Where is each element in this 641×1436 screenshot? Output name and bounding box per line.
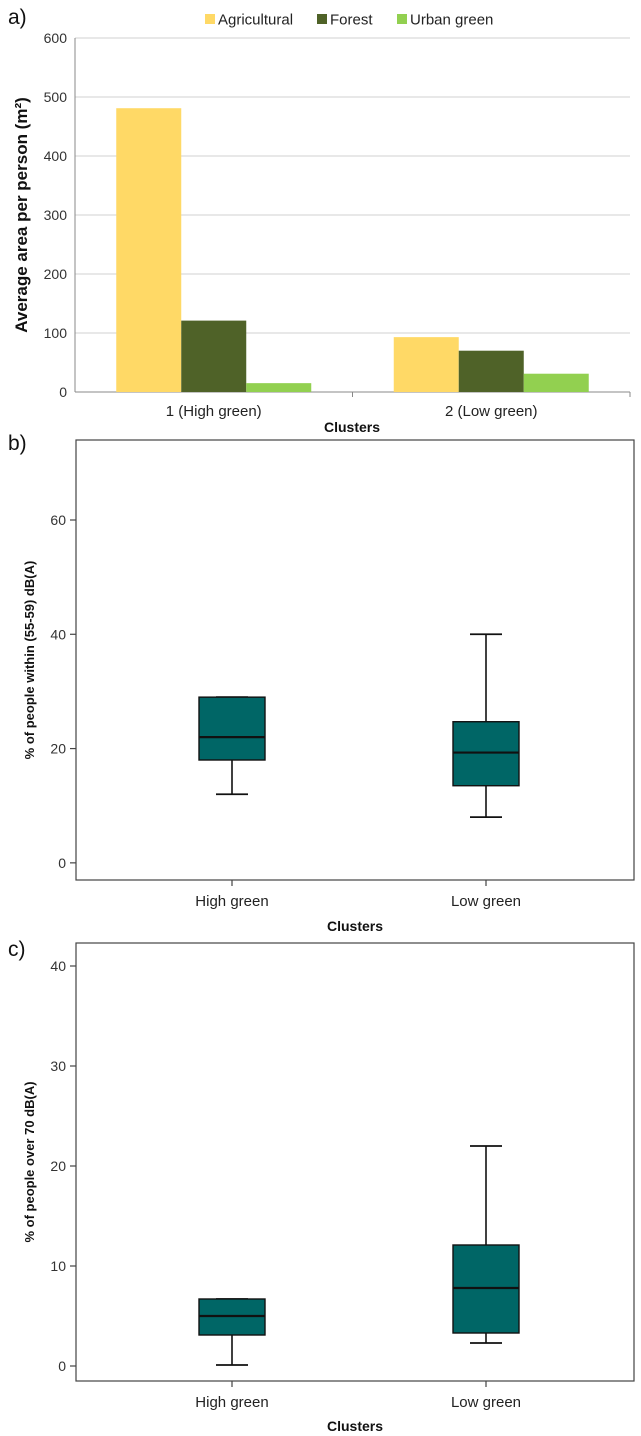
y-tick-label-4: 40 — [50, 958, 66, 974]
y-axis-label-a: Average area per person (m²) — [12, 97, 31, 333]
y-tick-label-2: 40 — [50, 626, 66, 642]
box-plot-c-svg: c) 0 10 20 30 40 High green Low green Clusters % … — [8, 940, 635, 1434]
x-axis-title: Clusters — [327, 1418, 383, 1434]
y-tick-label-4: 400 — [44, 148, 68, 164]
y-tick-label-0: 0 — [59, 384, 67, 400]
plot-frame — [75, 439, 635, 881]
y-tick-label-3: 300 — [44, 207, 68, 223]
x-category-label-0: 1 (High green) — [166, 403, 262, 420]
box-plot-panel-b: Clusters b) 0 20 40 60 High green Low green Clus… — [0, 420, 641, 940]
box-low-green — [452, 721, 520, 787]
y-tick-label-1: 20 — [50, 741, 66, 757]
bar-chart-a-svg: a) Agricultural Forest Urban green 0 100 200 30… — [8, 6, 631, 420]
bar-agricultural-0 — [116, 108, 182, 393]
box-high-green — [198, 696, 266, 761]
legend-swatch-2 — [397, 14, 407, 24]
bar-forest-1 — [458, 350, 524, 392]
box-plot-b-svg: Clusters b) 0 20 40 60 High green Low green Clus… — [8, 420, 635, 934]
bar-agricultural-1 — [393, 337, 459, 392]
x-category-label-1: 2 (Low green) — [445, 403, 538, 420]
panel-label-c: c) — [8, 940, 26, 961]
legend-swatch-1 — [317, 14, 327, 24]
x-axis-title: Clusters — [327, 918, 383, 934]
x-category-label-1: Low green — [451, 893, 521, 910]
panel-label-a: a) — [8, 6, 27, 29]
y-tick-label-3: 60 — [50, 512, 66, 528]
legend-swatch-0 — [205, 14, 215, 24]
y-axis-label: % of people over 70 dB(A) — [22, 1081, 37, 1242]
y-tick-label-3: 30 — [50, 1058, 66, 1074]
box-plot-panel-c: c) 0 10 20 30 40 High green Low green Clusters % … — [0, 940, 641, 1436]
y-tick-label-5: 500 — [44, 89, 68, 105]
y-tick-label-0: 0 — [58, 1358, 66, 1374]
legend-label-1: Forest — [330, 12, 373, 29]
bar-chart-panel-a: a) Agricultural Forest Urban green 0 100 200 30… — [0, 0, 641, 420]
y-axis-label: % of people within (55-59) dB(A) — [22, 561, 37, 760]
y-tick-label-2: 20 — [50, 1158, 66, 1174]
x-category-label-0: High green — [195, 1394, 268, 1411]
x-axis-title-a: Clusters — [324, 420, 380, 435]
y-tick-label-1: 10 — [50, 1258, 66, 1274]
x-category-label-1: Low green — [451, 1394, 521, 1411]
y-tick-label-0: 0 — [58, 855, 66, 871]
x-category-label-0: High green — [195, 893, 268, 910]
bar-forest-0 — [181, 320, 247, 392]
y-tick-label-1: 100 — [44, 325, 68, 341]
y-tick-label-6: 600 — [44, 30, 68, 46]
panel-label-b: b) — [8, 432, 27, 455]
plot-frame — [75, 942, 635, 1382]
legend-label-2: Urban green — [410, 12, 493, 29]
y-tick-label-2: 200 — [44, 266, 68, 282]
bar-urban-green-1 — [523, 373, 589, 392]
legend-label-0: Agricultural — [218, 12, 293, 29]
bar-urban-green-0 — [246, 383, 312, 392]
